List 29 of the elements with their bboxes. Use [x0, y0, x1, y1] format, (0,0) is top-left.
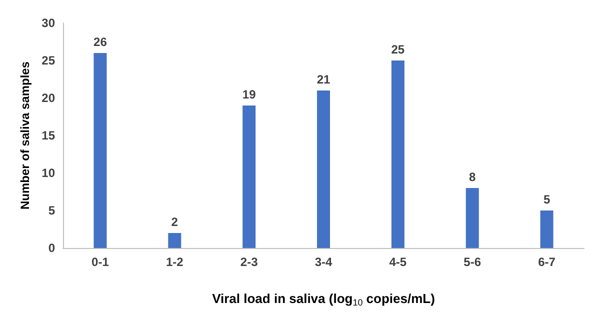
x-tick-label: 4-5	[389, 255, 407, 269]
y-tick-label: 10	[42, 166, 56, 180]
x-tick-label: 0-1	[92, 255, 110, 269]
y-tick-label: 30	[42, 16, 56, 30]
x-tick-label: 3-4	[314, 255, 332, 269]
data-label: 26	[94, 35, 108, 49]
x-tick-label: 5-6	[464, 255, 482, 269]
y-tick-label: 15	[42, 128, 56, 142]
y-tick-label: 25	[42, 54, 56, 68]
x-tick-label: 6-7	[538, 255, 556, 269]
bar	[540, 210, 554, 248]
bar	[466, 188, 479, 248]
y-tick-label: 0	[48, 241, 56, 255]
x-tick-label: 2-3	[240, 255, 258, 269]
bar	[317, 90, 330, 248]
x-tick-label: 1-2	[166, 255, 184, 269]
data-label: 19	[242, 88, 256, 102]
bar	[242, 106, 256, 248]
bar	[94, 53, 107, 248]
data-label: 8	[469, 170, 476, 184]
bar	[391, 60, 404, 248]
data-label: 5	[543, 192, 550, 206]
data-label: 25	[391, 42, 405, 56]
bar	[168, 233, 182, 248]
data-label: 21	[316, 72, 330, 86]
y-axis-title: Number of saliva samples	[18, 61, 32, 210]
y-tick-label: 5	[48, 204, 56, 218]
y-tick-label: 20	[42, 91, 56, 105]
data-label: 2	[171, 215, 178, 229]
